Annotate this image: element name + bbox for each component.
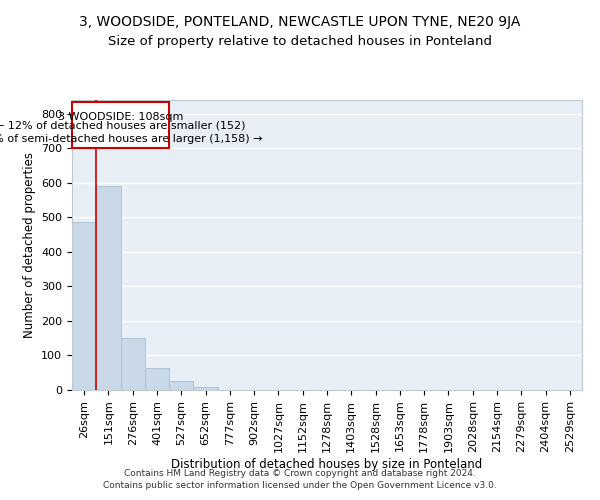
Bar [121,338,145,390]
Text: ← 12% of detached houses are smaller (152): ← 12% of detached houses are smaller (15… [0,120,246,130]
Y-axis label: Number of detached properties: Number of detached properties [23,152,35,338]
Text: Size of property relative to detached houses in Ponteland: Size of property relative to detached ho… [108,35,492,48]
X-axis label: Distribution of detached houses by size in Ponteland: Distribution of detached houses by size … [172,458,482,470]
Text: 88% of semi-detached houses are larger (1,158) →: 88% of semi-detached houses are larger (… [0,134,262,144]
Bar [193,386,218,390]
Text: 3 WOODSIDE: 108sqm: 3 WOODSIDE: 108sqm [58,112,183,122]
Bar [169,380,193,390]
Text: Contains HM Land Registry data © Crown copyright and database right 2024.
Contai: Contains HM Land Registry data © Crown c… [103,468,497,490]
FancyBboxPatch shape [72,102,169,148]
Text: 3, WOODSIDE, PONTELAND, NEWCASTLE UPON TYNE, NE20 9JA: 3, WOODSIDE, PONTELAND, NEWCASTLE UPON T… [79,15,521,29]
Bar [96,186,121,390]
Bar [145,368,169,390]
Bar [72,222,96,390]
